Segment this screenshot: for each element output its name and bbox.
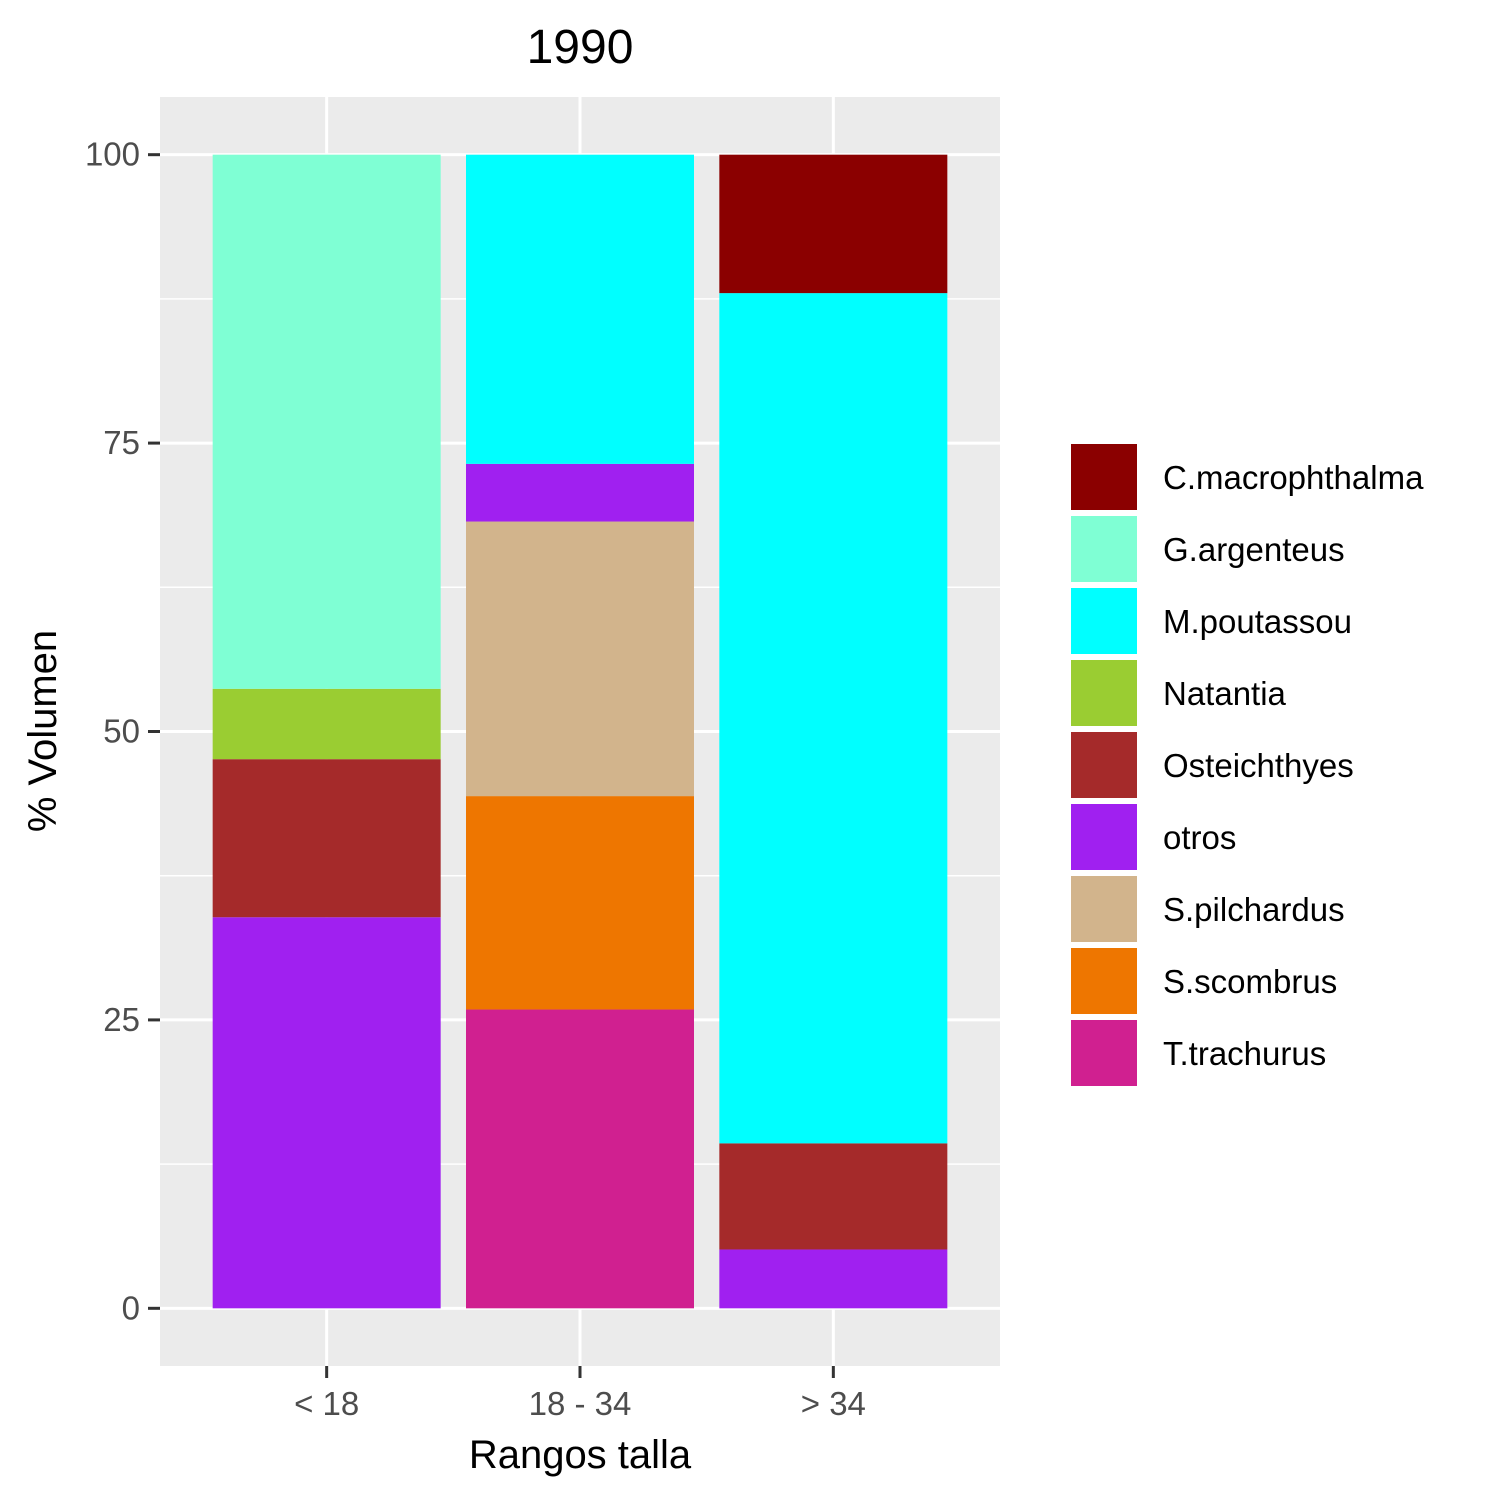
bar-segment	[212, 688, 441, 760]
legend-label: T.trachurus	[1163, 1035, 1326, 1072]
x-axis: < 18 18 - 34 > 34	[294, 1366, 866, 1422]
legend-key	[1071, 1020, 1137, 1086]
legend-key	[1071, 948, 1137, 1014]
x-tick-label: 18 - 34	[529, 1385, 632, 1422]
legend-key	[1071, 732, 1137, 798]
x-axis-title: Rangos talla	[469, 1433, 692, 1477]
y-tick-label: 100	[85, 136, 140, 173]
bar-segment	[466, 154, 694, 464]
legend-key	[1071, 660, 1137, 726]
bar-segment	[466, 463, 694, 522]
y-tick-label: 75	[103, 424, 140, 461]
legend-key	[1071, 876, 1137, 942]
bar-segment	[212, 917, 441, 1309]
y-axis: 0 25 50 75 100	[85, 136, 160, 1326]
legend-label: M.poutassou	[1163, 603, 1352, 640]
bar-segment	[719, 154, 948, 294]
legend-key	[1071, 516, 1137, 582]
bar-segment	[466, 796, 694, 1010]
bar-segment	[719, 1143, 948, 1250]
legend: C.macrophthalma G.argenteus M.poutassou Nat…	[1071, 444, 1424, 1086]
legend-key	[1071, 588, 1137, 654]
legend-label: C.macrophthalma	[1163, 459, 1424, 496]
x-tick-label: < 18	[294, 1385, 359, 1422]
chart-title: 1990	[527, 21, 634, 74]
x-tick-label: > 34	[801, 1385, 866, 1422]
bar-segment	[719, 293, 948, 1144]
legend-label: S.pilchardus	[1163, 891, 1345, 928]
bar-segment	[719, 1249, 948, 1309]
legend-label: otros	[1163, 819, 1236, 856]
legend-key	[1071, 804, 1137, 870]
legend-label: Natantia	[1163, 675, 1287, 712]
bar-segment	[212, 154, 441, 689]
y-axis-title: % Volumen	[21, 630, 65, 832]
y-tick-label: 50	[103, 713, 140, 750]
legend-label: S.scombrus	[1163, 963, 1337, 1000]
y-tick-label: 0	[122, 1289, 140, 1326]
bars	[212, 154, 948, 1309]
y-tick-label: 25	[103, 1001, 140, 1038]
bar-segment	[212, 759, 441, 918]
bar-segment	[466, 1009, 694, 1309]
legend-label: G.argenteus	[1163, 531, 1345, 568]
legend-label: Osteichthyes	[1163, 747, 1354, 784]
legend-key	[1071, 444, 1137, 510]
bar-segment	[466, 521, 694, 797]
